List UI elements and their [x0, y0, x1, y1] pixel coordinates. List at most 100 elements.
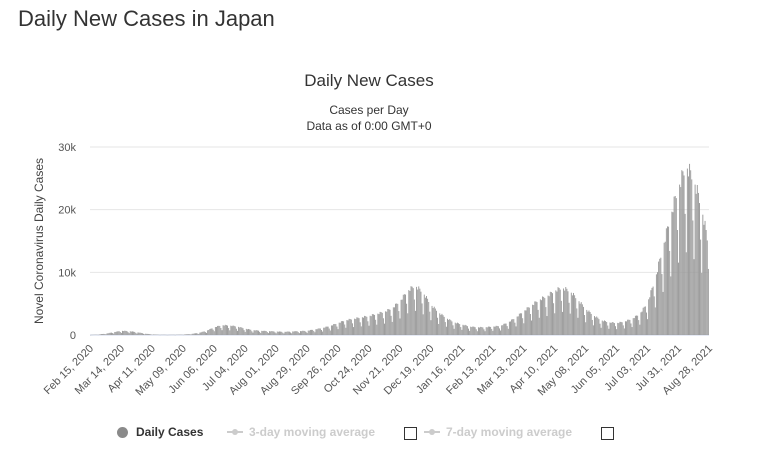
daily-cases-bar[interactable]: [588, 310, 590, 335]
daily-cases-bar[interactable]: [617, 322, 619, 335]
daily-cases-bar[interactable]: [304, 330, 306, 335]
daily-cases-bar[interactable]: [477, 327, 479, 335]
daily-cases-bar[interactable]: [437, 317, 439, 335]
daily-cases-bar[interactable]: [704, 220, 706, 335]
daily-cases-bar[interactable]: [143, 333, 144, 335]
daily-cases-bar[interactable]: [212, 329, 214, 335]
daily-cases-bar[interactable]: [391, 321, 393, 335]
daily-cases-bar[interactable]: [623, 328, 625, 335]
daily-cases-bar[interactable]: [503, 323, 505, 335]
daily-cases-bar[interactable]: [703, 224, 705, 335]
daily-cases-bar[interactable]: [348, 318, 350, 335]
daily-cases-bar[interactable]: [145, 333, 147, 335]
daily-cases-bar[interactable]: [129, 331, 131, 335]
daily-cases-bar[interactable]: [355, 319, 357, 335]
daily-cases-bar[interactable]: [431, 305, 433, 335]
daily-cases-bar[interactable]: [306, 332, 308, 335]
daily-cases-bar[interactable]: [297, 332, 299, 335]
daily-cases-bar[interactable]: [568, 302, 570, 335]
daily-cases-bar[interactable]: [130, 331, 132, 335]
daily-cases-bar[interactable]: [382, 318, 384, 335]
daily-cases-bar[interactable]: [482, 327, 484, 335]
daily-cases-bar[interactable]: [611, 322, 613, 335]
daily-cases-bar[interactable]: [209, 328, 211, 335]
daily-cases-bar[interactable]: [705, 229, 707, 335]
daily-cases-bar[interactable]: [430, 320, 432, 335]
daily-cases-bar[interactable]: [506, 326, 508, 335]
daily-cases-bar[interactable]: [538, 317, 540, 335]
daily-cases-bar[interactable]: [282, 332, 284, 335]
daily-cases-bar[interactable]: [539, 299, 541, 335]
daily-cases-bar[interactable]: [127, 332, 129, 335]
daily-cases-bar[interactable]: [557, 287, 559, 335]
daily-cases-bar[interactable]: [466, 326, 468, 335]
daily-cases-bar[interactable]: [669, 250, 671, 335]
daily-cases-bar[interactable]: [542, 296, 544, 335]
daily-cases-bar[interactable]: [379, 311, 381, 335]
legend-item-3-day-average[interactable]: 3-day moving average: [227, 420, 375, 444]
daily-cases-bar[interactable]: [338, 322, 340, 335]
daily-cases-bar[interactable]: [632, 318, 634, 335]
daily-cases-bar[interactable]: [363, 317, 364, 335]
daily-cases-bar[interactable]: [474, 327, 476, 335]
daily-cases-bar[interactable]: [521, 313, 523, 335]
daily-cases-bar[interactable]: [448, 319, 450, 335]
daily-cases-bar[interactable]: [245, 328, 247, 335]
daily-cases-bar[interactable]: [334, 323, 336, 335]
daily-cases-bar[interactable]: [250, 329, 252, 335]
daily-cases-bar[interactable]: [308, 330, 310, 335]
daily-cases-bar[interactable]: [654, 307, 656, 335]
daily-cases-bar[interactable]: [622, 325, 624, 335]
daily-cases-bar[interactable]: [125, 330, 127, 335]
daily-cases-bar[interactable]: [671, 211, 673, 335]
daily-cases-bar[interactable]: [569, 313, 571, 335]
daily-cases-bar[interactable]: [601, 320, 603, 335]
daily-cases-bar[interactable]: [384, 323, 385, 335]
daily-cases-bar[interactable]: [272, 331, 274, 335]
daily-cases-bar[interactable]: [580, 302, 582, 335]
daily-cases-bar[interactable]: [706, 240, 708, 335]
daily-cases-bar[interactable]: [458, 323, 460, 335]
daily-cases-bar[interactable]: [674, 196, 676, 335]
daily-cases-bar[interactable]: [595, 317, 597, 335]
daily-cases-bar[interactable]: [293, 331, 295, 335]
daily-cases-bar[interactable]: [296, 331, 298, 335]
daily-cases-bar[interactable]: [707, 268, 709, 335]
daily-cases-bar[interactable]: [234, 326, 236, 335]
daily-cases-bar[interactable]: [452, 325, 454, 335]
daily-cases-bar[interactable]: [695, 193, 697, 335]
daily-cases-bar[interactable]: [114, 331, 116, 335]
daily-cases-bar[interactable]: [103, 333, 105, 335]
daily-cases-bar[interactable]: [339, 322, 341, 335]
daily-cases-bar[interactable]: [132, 331, 133, 335]
daily-cases-bar[interactable]: [535, 301, 537, 335]
daily-cases-bar[interactable]: [406, 303, 408, 335]
daily-cases-bar[interactable]: [185, 334, 186, 335]
daily-cases-bar[interactable]: [318, 328, 320, 335]
daily-cases-bar[interactable]: [533, 305, 535, 335]
daily-cases-bar[interactable]: [414, 310, 416, 335]
daily-cases-bar[interactable]: [702, 214, 704, 335]
daily-cases-bar[interactable]: [281, 331, 283, 335]
daily-cases-bar[interactable]: [517, 316, 519, 335]
daily-cases-bar[interactable]: [493, 326, 495, 335]
daily-cases-bar[interactable]: [354, 318, 356, 335]
daily-cases-bar[interactable]: [460, 327, 462, 335]
daily-cases-bar[interactable]: [438, 323, 440, 335]
daily-cases-bar[interactable]: [303, 330, 305, 335]
daily-cases-bar[interactable]: [313, 331, 315, 335]
daily-cases-bar[interactable]: [447, 318, 448, 335]
daily-cases-bar[interactable]: [486, 327, 488, 335]
daily-cases-bar[interactable]: [639, 324, 641, 335]
legend-item-daily-cases[interactable]: Daily Cases: [117, 420, 203, 444]
daily-cases-bar[interactable]: [543, 296, 545, 335]
daily-cases-bar[interactable]: [150, 334, 152, 336]
daily-cases-bar[interactable]: [432, 308, 434, 335]
daily-cases-bar[interactable]: [483, 329, 485, 335]
daily-cases-bar[interactable]: [366, 316, 368, 335]
daily-cases-bar[interactable]: [416, 286, 418, 335]
daily-cases-bar[interactable]: [618, 323, 620, 335]
daily-cases-bar[interactable]: [347, 320, 349, 335]
daily-cases-bar[interactable]: [315, 329, 317, 335]
daily-cases-bar[interactable]: [619, 321, 621, 335]
